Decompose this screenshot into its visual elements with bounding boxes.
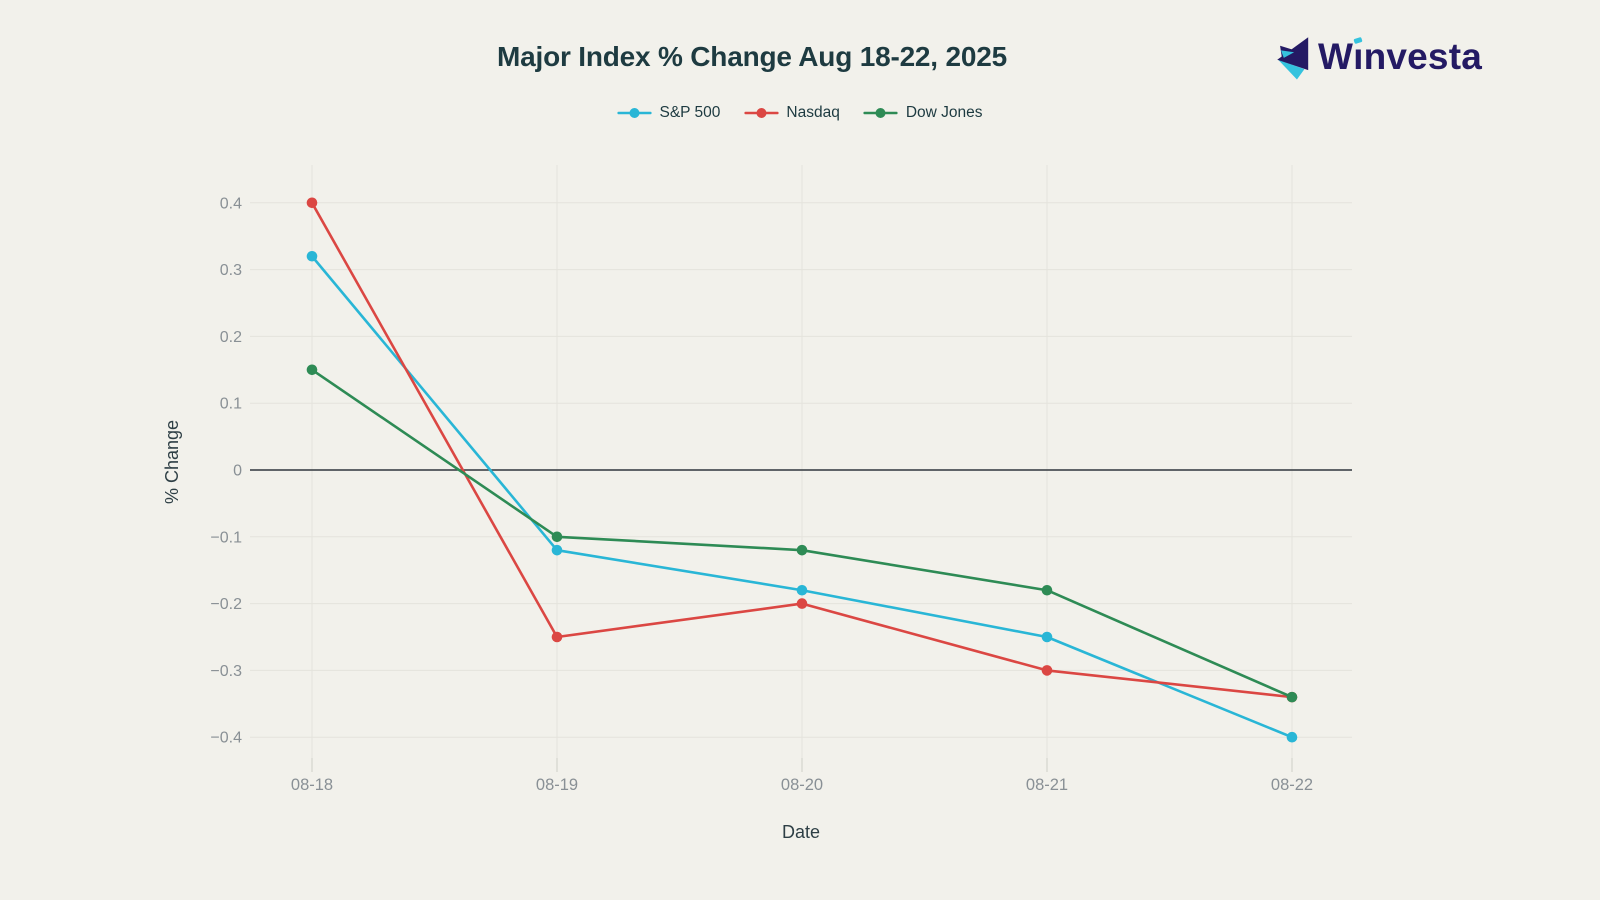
data-point-dow-jones[interactable] bbox=[1041, 584, 1053, 596]
y-tick-label: 0 bbox=[233, 463, 242, 480]
winvesta-bird-icon bbox=[1277, 37, 1309, 80]
x-tick-label: 08-21 bbox=[1026, 776, 1068, 794]
y-tick-label: 0.2 bbox=[220, 329, 242, 346]
x-tick-label: 08-19 bbox=[536, 776, 578, 794]
legend-item-s-p-500[interactable]: S&P 500 bbox=[617, 104, 720, 122]
legend: S&P 500 Nasdaq Dow Jones bbox=[617, 104, 983, 122]
legend-item-nasdaq[interactable]: Nasdaq bbox=[744, 104, 840, 122]
legend-label: S&P 500 bbox=[659, 104, 721, 121]
logo-letter-i: ı bbox=[1353, 35, 1364, 77]
data-point-dow-jones[interactable] bbox=[306, 364, 318, 376]
data-point-nasdaq[interactable] bbox=[551, 631, 563, 643]
legend-marker-icon bbox=[863, 108, 898, 118]
winvesta-logo: Wı nvesta bbox=[1251, 28, 1482, 84]
data-point-s-p-500[interactable] bbox=[306, 250, 318, 262]
data-point-dow-jones[interactable] bbox=[551, 531, 563, 543]
data-point-dow-jones[interactable] bbox=[796, 544, 808, 556]
data-point-s-p-500[interactable] bbox=[1286, 731, 1298, 743]
y-tick-label: 0.3 bbox=[220, 262, 242, 279]
y-tick-label: −0.3 bbox=[210, 663, 242, 680]
x-tick-label: 08-20 bbox=[781, 776, 823, 794]
data-point-nasdaq[interactable] bbox=[1041, 665, 1053, 676]
legend-marker-icon bbox=[617, 108, 652, 118]
data-point-dow-jones[interactable] bbox=[1286, 691, 1298, 703]
data-point-s-p-500[interactable] bbox=[796, 584, 808, 596]
data-point-s-p-500[interactable] bbox=[1041, 631, 1053, 643]
legend-label: Nasdaq bbox=[786, 104, 840, 121]
x-tick-label: 08-18 bbox=[291, 776, 333, 794]
y-tick-label: −0.1 bbox=[210, 529, 242, 546]
data-point-nasdaq[interactable] bbox=[306, 197, 318, 209]
y-tick-label: −0.2 bbox=[210, 596, 242, 613]
winvesta-logo-text: Wı nvesta bbox=[1317, 35, 1482, 77]
data-point-s-p-500[interactable] bbox=[551, 544, 563, 556]
y-tick-label: 0.1 bbox=[220, 396, 242, 413]
y-axis-title: % Change bbox=[162, 420, 182, 504]
chart-title: Major Index % Change Aug 18-22, 2025 bbox=[497, 41, 1007, 72]
legend-label: Dow Jones bbox=[905, 104, 983, 121]
data-point-nasdaq[interactable] bbox=[796, 598, 808, 609]
x-axis-title: Date bbox=[782, 822, 820, 842]
legend-marker-icon bbox=[744, 108, 779, 118]
legend-item-dow-jones[interactable]: Dow Jones bbox=[863, 104, 983, 122]
x-tick-label: 08-22 bbox=[1271, 776, 1313, 794]
y-tick-label: −0.4 bbox=[210, 730, 242, 747]
y-tick-label: 0.4 bbox=[220, 195, 242, 212]
